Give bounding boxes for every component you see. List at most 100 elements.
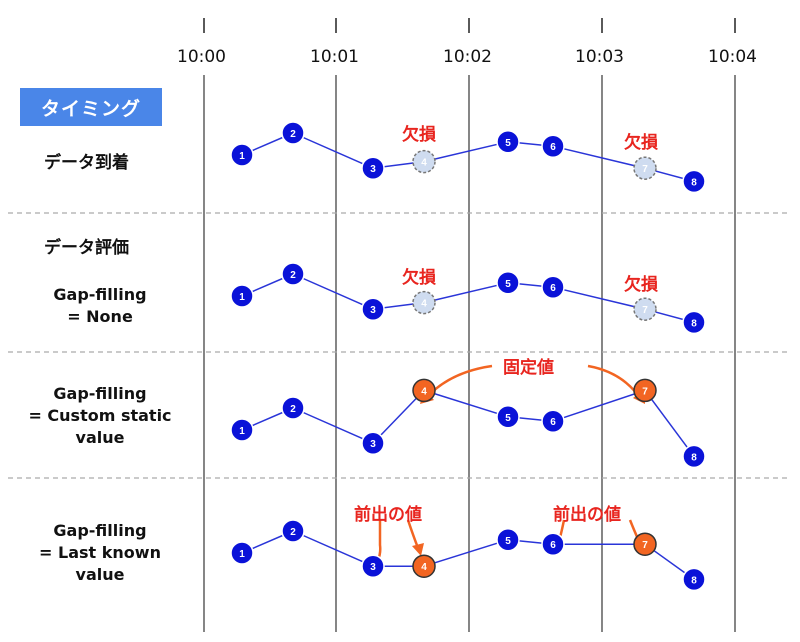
data-point-marker xyxy=(633,297,657,321)
row-label-line: Gap-filling xyxy=(53,521,147,540)
data-point: 3 xyxy=(361,297,385,321)
data-point-label: 3 xyxy=(370,305,376,316)
data-point: 2 xyxy=(281,519,305,543)
data-point-label: 3 xyxy=(370,164,376,175)
series-segment xyxy=(292,407,374,444)
tick-label: 10:03 xyxy=(575,47,624,67)
series-segment xyxy=(292,273,374,310)
data-point: 4 xyxy=(412,378,436,403)
data-point: 6 xyxy=(541,409,565,433)
data-point-label: 4 xyxy=(421,386,427,397)
tick-label: 10:01 xyxy=(310,47,359,67)
data-point-label: 2 xyxy=(290,527,296,538)
series-segment xyxy=(292,530,374,567)
series-segment xyxy=(423,539,509,567)
missing-annotation: 欠損 xyxy=(402,125,436,145)
data-point-label: 6 xyxy=(550,283,556,294)
series-segment xyxy=(552,145,646,169)
data-point-marker xyxy=(361,297,385,321)
row-label-gap-last: Gap-filling = Last known value xyxy=(20,520,180,586)
data-point-label: 2 xyxy=(290,404,296,415)
series-layer: 1 2 3 4 5 6 7 8 1 2 3 4 5 6 7 8 1 2 3 4 5 6 7 8 1 2 3 4 5 6 7 8 xyxy=(230,121,706,592)
data-point-marker xyxy=(541,409,565,433)
data-point-marker xyxy=(412,290,436,315)
series-segment xyxy=(423,141,509,163)
data-point-label: 2 xyxy=(290,129,296,140)
data-point-label: 5 xyxy=(505,413,511,424)
data-point: 1 xyxy=(230,418,254,442)
series-segment xyxy=(644,389,695,457)
data-point-label: 7 xyxy=(642,305,648,316)
data-point-label: 4 xyxy=(421,299,427,310)
data-point-marker xyxy=(496,130,520,154)
data-point-marker xyxy=(541,532,565,556)
row-label-line: = Last known xyxy=(39,543,161,562)
annotation-arrow xyxy=(587,364,642,399)
row-label-evaluation: データ評価 xyxy=(44,238,129,258)
data-point-marker xyxy=(633,378,657,403)
last-known-annotation: 前出の値 xyxy=(553,505,621,525)
data-point: 7 xyxy=(633,532,657,556)
row-label-gap-none: Gap-filling = None xyxy=(30,284,170,328)
tick-label: 10:02 xyxy=(443,47,492,67)
data-point-label: 6 xyxy=(550,540,556,551)
data-point-marker xyxy=(682,169,706,194)
series-segment xyxy=(552,389,646,422)
data-point-label: 2 xyxy=(290,270,296,281)
data-point-marker xyxy=(412,378,436,403)
data-point-marker xyxy=(496,271,520,295)
data-point: 8 xyxy=(682,567,706,592)
data-point: 8 xyxy=(682,310,706,335)
series-segment xyxy=(292,132,374,169)
row-label-arrival: データ到着 xyxy=(44,153,129,173)
data-point: 4 xyxy=(412,290,436,315)
data-point: 2 xyxy=(281,396,305,420)
data-point-label: 8 xyxy=(691,575,697,586)
data-point: 3 xyxy=(361,431,385,455)
row-label-line: value xyxy=(75,428,125,447)
data-point-marker xyxy=(230,418,254,442)
data-point: 6 xyxy=(541,532,565,556)
data-point-label: 1 xyxy=(239,292,245,303)
missing-annotation: 欠損 xyxy=(624,275,658,295)
data-point: 1 xyxy=(230,284,254,308)
data-point-marker xyxy=(281,121,305,145)
data-point-label: 3 xyxy=(370,439,376,450)
data-point: 5 xyxy=(496,271,520,295)
data-point-marker xyxy=(230,143,254,167)
data-point-marker xyxy=(361,554,385,578)
data-point-label: 7 xyxy=(642,540,648,551)
data-point-marker xyxy=(230,284,254,308)
data-point-label: 8 xyxy=(691,452,697,463)
data-point: 6 xyxy=(541,134,565,158)
data-point-label: 5 xyxy=(505,279,511,290)
data-point: 2 xyxy=(281,262,305,286)
data-point: 1 xyxy=(230,143,254,167)
annotation-arrow xyxy=(376,520,382,561)
static-value-annotation: 固定値 xyxy=(503,358,554,378)
data-point-marker xyxy=(682,444,706,469)
data-point-marker xyxy=(682,567,706,592)
data-point: 8 xyxy=(682,444,706,469)
data-point-label: 6 xyxy=(550,142,556,153)
missing-annotation: 欠損 xyxy=(402,268,436,288)
row-label-line: Gap-filling xyxy=(53,285,147,304)
data-point-label: 5 xyxy=(505,138,511,149)
data-point-marker xyxy=(281,519,305,543)
data-point-marker xyxy=(541,275,565,299)
row-label-line: = Custom static xyxy=(28,406,172,425)
data-point-marker xyxy=(412,149,436,174)
row-label-gap-static: Gap-filling = Custom static value xyxy=(10,383,190,449)
data-point-label: 6 xyxy=(550,417,556,428)
data-point-label: 7 xyxy=(642,386,648,397)
data-point-label: 7 xyxy=(642,164,648,175)
data-point-marker xyxy=(541,134,565,158)
data-point-label: 3 xyxy=(370,562,376,573)
data-point-label: 1 xyxy=(239,151,245,162)
data-point: 7 xyxy=(633,297,657,321)
series-segment xyxy=(372,389,425,444)
data-point-marker xyxy=(496,405,520,429)
data-point-label: 8 xyxy=(691,318,697,329)
data-point-marker xyxy=(633,532,657,556)
